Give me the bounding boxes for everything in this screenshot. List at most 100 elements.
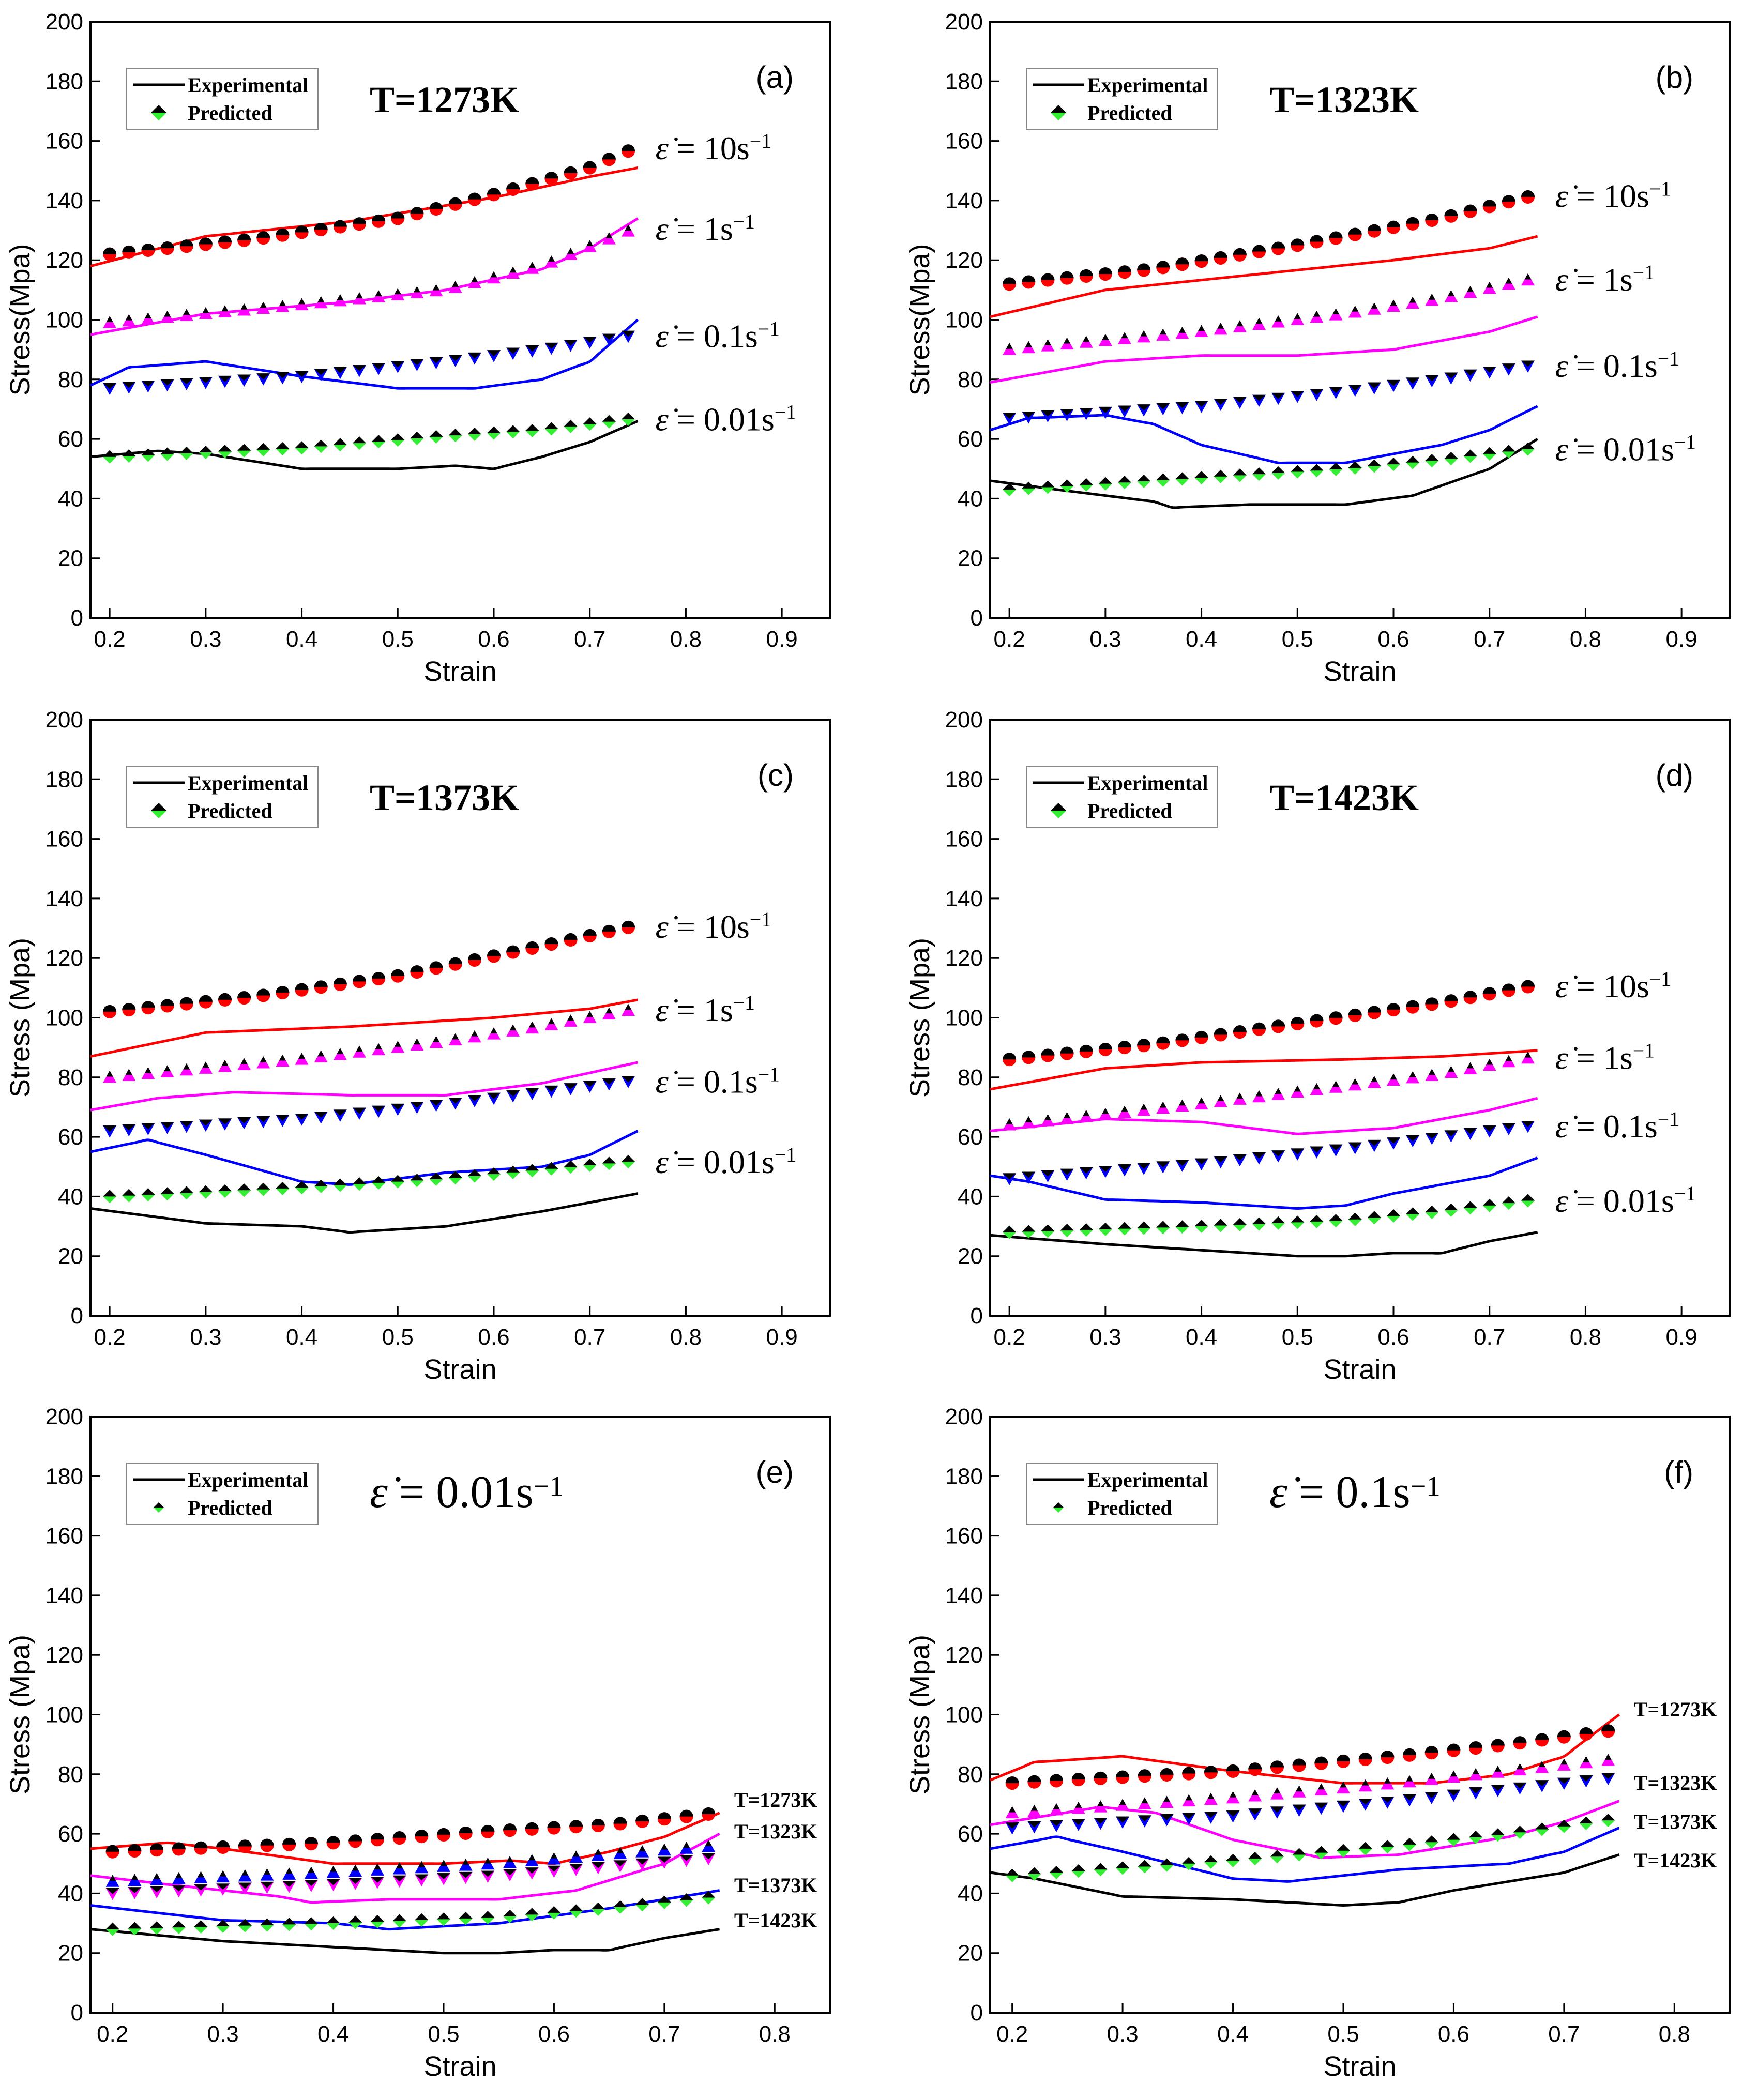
predicted-point [105, 1875, 119, 1887]
predicted-point [179, 309, 193, 321]
predicted-point [276, 300, 290, 312]
predicted-point [1403, 1794, 1417, 1807]
predicted-point [1079, 1044, 1093, 1058]
predicted-point [1138, 1860, 1151, 1874]
predicted-point [525, 1854, 539, 1866]
predicted-point [1406, 1000, 1420, 1014]
x-tick-label: 0.7 [1474, 627, 1505, 652]
predicted-point [1444, 290, 1458, 302]
predicted-point [260, 1838, 274, 1852]
predicted-point [410, 359, 424, 371]
predicted-point [1022, 481, 1036, 495]
predicted-point [1233, 468, 1247, 482]
panel-title: T=1323K [1269, 79, 1419, 120]
predicted-point [237, 444, 251, 458]
predicted-point [591, 1902, 605, 1916]
predicted-point [1601, 1724, 1615, 1738]
predicted-point [1248, 1762, 1262, 1776]
predicted-point [459, 1859, 473, 1871]
predicted-point [1358, 1752, 1372, 1766]
predicted-point [1182, 1767, 1196, 1781]
predicted-point [172, 1885, 186, 1898]
x-tick-label: 0.7 [648, 2021, 680, 2047]
predicted-point [487, 1167, 501, 1181]
predicted-point [544, 172, 558, 186]
predicted-point [141, 1067, 155, 1079]
predicted-point [179, 997, 193, 1011]
predicted-point [1348, 461, 1362, 475]
x-tick-label: 0.3 [207, 2021, 239, 2047]
series-label: ε̇ = 1s−1 [1555, 261, 1655, 298]
predicted-point [372, 1176, 386, 1190]
predicted-point [141, 243, 155, 257]
predicted-point [295, 298, 309, 311]
y-tick-label: 180 [46, 767, 83, 792]
y-tick-label: 100 [46, 1702, 83, 1728]
series-1-s-1: ε̇ = 1s−1 [990, 261, 1655, 384]
x-tick-label: 0.7 [574, 1325, 605, 1350]
predicted-point [1194, 401, 1208, 413]
predicted-point [1118, 1222, 1131, 1236]
predicted-point [160, 1065, 174, 1077]
predicted-point [1447, 1789, 1461, 1802]
y-tick-label: 40 [958, 1184, 983, 1209]
series-1-s-1: ε̇ = 1s−1 [90, 992, 755, 1112]
predicted-point [1233, 1154, 1247, 1167]
predicted-point [1314, 1802, 1328, 1815]
predicted-point [1060, 271, 1074, 285]
predicted-point [372, 214, 386, 228]
series-0-1-s-1: ε̇ = 0.1s−1 [89, 317, 780, 395]
predicted-point [1329, 462, 1343, 476]
x-tick-label: 0.8 [670, 1325, 702, 1350]
predicted-point [295, 983, 309, 997]
predicted-point [122, 1189, 136, 1203]
predicted-point [679, 1842, 693, 1854]
predicted-point [1447, 1743, 1461, 1757]
predicted-point [436, 1912, 450, 1926]
predicted-point [218, 305, 232, 317]
predicted-point [1118, 1105, 1131, 1118]
predicted-point [1521, 442, 1535, 456]
experimental-line [990, 235, 1538, 318]
predicted-point [179, 1186, 193, 1200]
predicted-point [1098, 1042, 1112, 1056]
predicted-point [150, 1843, 164, 1857]
predicted-point [1513, 1763, 1527, 1776]
predicted-point [1329, 231, 1343, 245]
legend: Experimental Predicted [126, 1463, 319, 1525]
predicted-point [199, 307, 213, 319]
predicted-point [1079, 1167, 1093, 1180]
predicted-point [1557, 1777, 1571, 1790]
series-0-1-s-1: ε̇ = 0.1s−1 [990, 347, 1679, 465]
legend-marker-swatch [151, 803, 166, 818]
y-axis-label: Stress (Mpa) [904, 938, 935, 1098]
predicted-point [459, 1871, 473, 1884]
predicted-point [122, 245, 136, 259]
predicted-point [1557, 1730, 1571, 1744]
predicted-point [218, 1060, 232, 1072]
predicted-point [128, 1922, 142, 1936]
series-label: ε̇ = 0.01s−1 [1555, 431, 1696, 467]
y-tick-label: 60 [58, 427, 83, 452]
predicted-point [429, 284, 443, 297]
predicted-point [506, 1165, 520, 1179]
predicted-point [1425, 213, 1439, 227]
predicted-point [1579, 1775, 1593, 1788]
y-tick-label: 160 [46, 1524, 83, 1549]
y-tick-label: 0 [71, 2000, 83, 2026]
predicted-point [1336, 1800, 1350, 1813]
panel-title: ε̇ = 0.1s−1 [1269, 1467, 1441, 1517]
predicted-point [218, 445, 232, 459]
predicted-point [260, 1918, 274, 1932]
predicted-point [304, 1880, 318, 1892]
predicted-point [1079, 1223, 1093, 1237]
legend-predicted-label: Predicted [1087, 101, 1172, 125]
predicted-point [1175, 327, 1189, 339]
predicted-point [1491, 1739, 1505, 1753]
legend: Experimental Predicted [1026, 766, 1218, 828]
predicted-point [1226, 1764, 1240, 1778]
predicted-point [333, 1047, 347, 1060]
predicted-point [1601, 1814, 1615, 1828]
predicted-point [141, 312, 155, 325]
predicted-point [1463, 1201, 1477, 1215]
